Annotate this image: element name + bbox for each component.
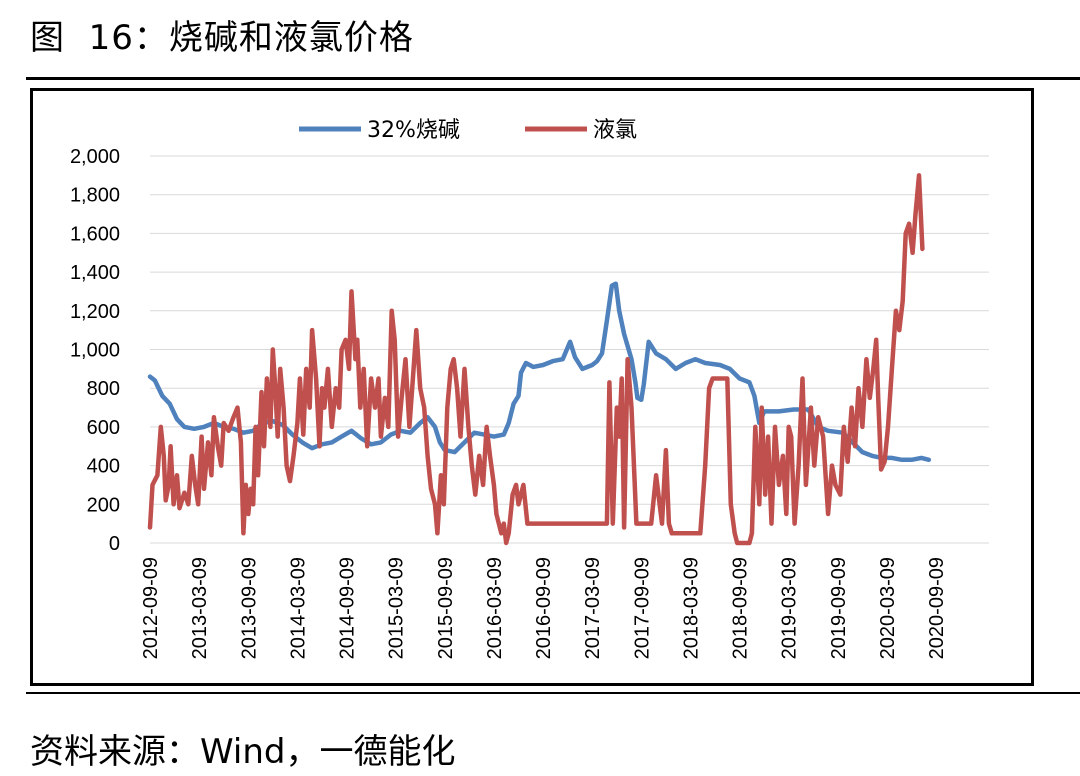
series-lines bbox=[147, 173, 932, 546]
x-tick-label: 2016-03-09 bbox=[484, 557, 506, 659]
y-tick-label: 1,200 bbox=[70, 301, 120, 323]
y-tick-label: 800 bbox=[87, 378, 120, 400]
x-tick-label: 2015-03-09 bbox=[386, 557, 408, 659]
x-tick-label: 2019-09-09 bbox=[828, 557, 850, 659]
source-note: 资料来源：Wind，一德能化 bbox=[30, 732, 456, 772]
x-tick-label: 2014-09-09 bbox=[337, 557, 359, 659]
figure-title: 图 16：烧碱和液氯价格 bbox=[30, 18, 414, 58]
x-tick-label: 2012-09-09 bbox=[140, 557, 162, 659]
line-chart: 0 200 400 600 800 1,000 1,200 1,400 1,600 1,800 2,… bbox=[70, 118, 989, 659]
x-tick-label: 2013-09-09 bbox=[238, 557, 260, 659]
legend-label: 32%烧碱 bbox=[367, 118, 460, 143]
x-tick-label: 2016-09-09 bbox=[533, 557, 555, 659]
x-tick-label: 2014-03-09 bbox=[287, 557, 309, 659]
y-tick-label: 1,400 bbox=[70, 262, 120, 284]
y-tick-label: 1,000 bbox=[70, 340, 120, 362]
x-tick-label: 2015-09-09 bbox=[435, 557, 457, 659]
x-tick-label: 2017-09-09 bbox=[631, 557, 653, 659]
x-tick-label: 2019-03-09 bbox=[779, 557, 801, 659]
y-tick-label: 1,800 bbox=[70, 185, 120, 207]
x-tick-label: 2018-03-09 bbox=[680, 557, 702, 659]
y-tick-label: 0 bbox=[109, 533, 120, 555]
legend-label: 液氯 bbox=[593, 118, 637, 143]
series-line-2 bbox=[147, 173, 925, 546]
top-rule bbox=[26, 77, 1080, 80]
gridlines bbox=[150, 155, 989, 544]
bottom-rule bbox=[26, 692, 1080, 694]
x-tick-label: 2017-03-09 bbox=[582, 557, 604, 659]
x-tick-label: 2020-03-09 bbox=[877, 557, 899, 659]
y-tick-label: 600 bbox=[87, 417, 120, 439]
y-tick-label: 200 bbox=[87, 494, 120, 516]
y-tick-label: 400 bbox=[87, 456, 120, 478]
legend: 32%烧碱 液氯 bbox=[299, 118, 637, 143]
x-tick-label: 2018-09-09 bbox=[730, 557, 752, 659]
y-tick-label: 2,000 bbox=[70, 146, 120, 168]
x-tick-label: 2013-03-09 bbox=[189, 557, 211, 659]
axes: 0 200 400 600 800 1,000 1,200 1,400 1,600 1,800 2,… bbox=[70, 146, 989, 659]
x-tick-label: 2020-09-09 bbox=[926, 557, 948, 659]
chart-frame: 0 200 400 600 800 1,000 1,200 1,400 1,600 1,800 2,… bbox=[30, 88, 1034, 686]
y-tick-label: 1,600 bbox=[70, 223, 120, 245]
